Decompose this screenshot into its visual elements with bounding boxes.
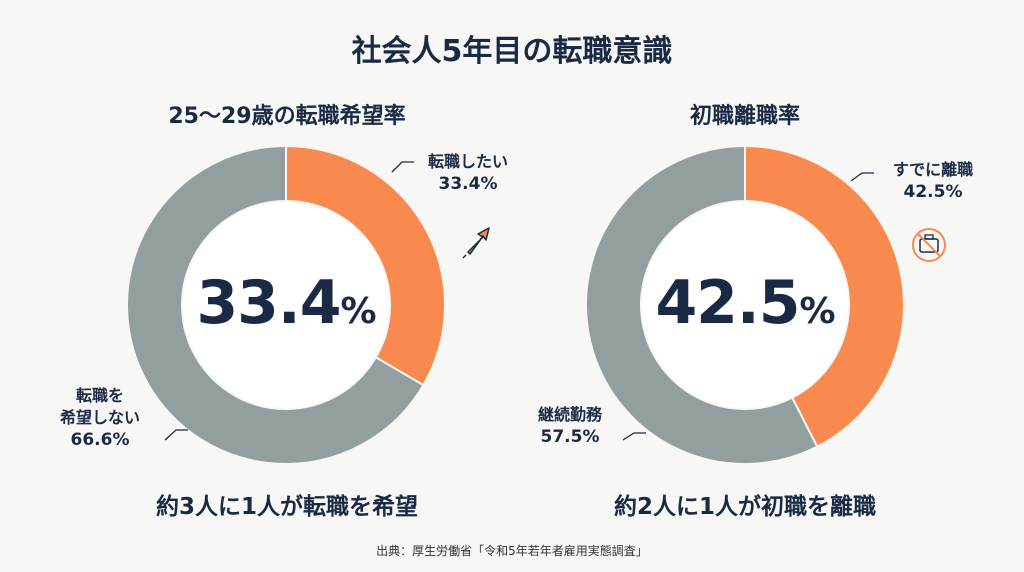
chart-title-right: 初職離職率 [689, 104, 800, 129]
slice-label-value: 33.4% [438, 174, 498, 194]
leader-line [850, 172, 874, 182]
slice-label-value: 42.5% [903, 182, 963, 202]
donut-hole [642, 202, 848, 408]
leader-line [391, 161, 414, 173]
slice-label-text: 希望しない [59, 408, 140, 427]
chart-title-left: 25〜29歳の転職希望率 [168, 104, 406, 129]
slice-label-text: すでに離職 [892, 160, 974, 179]
donut-slice-1 [126, 144, 425, 465]
slice-label-text: 継続勤務 [537, 405, 602, 424]
source-note: 出典：厚生労働省「令和5年若年者雇用実態調査」 [376, 544, 648, 558]
center-unit: % [340, 291, 376, 332]
slice-label-no-change: 転職を 希望しない 66.6% [40, 385, 160, 451]
slice-label-continuing: 継続勤務 57.5% [520, 404, 620, 448]
leader-line [622, 432, 646, 441]
leader-line [164, 429, 188, 441]
donut-hole [183, 202, 389, 408]
center-number: 33.4 [196, 268, 341, 338]
slice-label-value: 57.5% [540, 427, 600, 447]
center-value-right: 42.5% [625, 268, 865, 338]
center-number: 42.5 [655, 268, 800, 338]
center-value-left: 33.4% [166, 268, 406, 338]
donut-slice-0 [285, 144, 446, 387]
caption-right: 約2人に1人が初職を離職 [613, 494, 876, 520]
page-title: 社会人5年目の転職意識 [351, 34, 673, 69]
no-briefcase-icon [912, 228, 946, 262]
arrow-up-right-icon [462, 227, 490, 259]
donut-chart-job-change-intent [126, 144, 446, 465]
slice-label-value: 66.6% [70, 430, 130, 450]
slice-label-already-left: すでに離職 42.5% [878, 159, 988, 203]
slice-label-text: 転職したい [427, 152, 508, 171]
donut-slice-1 [585, 144, 819, 465]
donut-slice-0 [744, 144, 905, 449]
center-unit: % [799, 291, 835, 332]
slice-label-text: 転職を [75, 386, 124, 405]
slice-label-want-change: 転職したい 33.4% [418, 151, 518, 195]
caption-left: 約3人に1人が転職を希望 [155, 494, 418, 520]
donut-chart-first-job-turnover [585, 144, 905, 465]
